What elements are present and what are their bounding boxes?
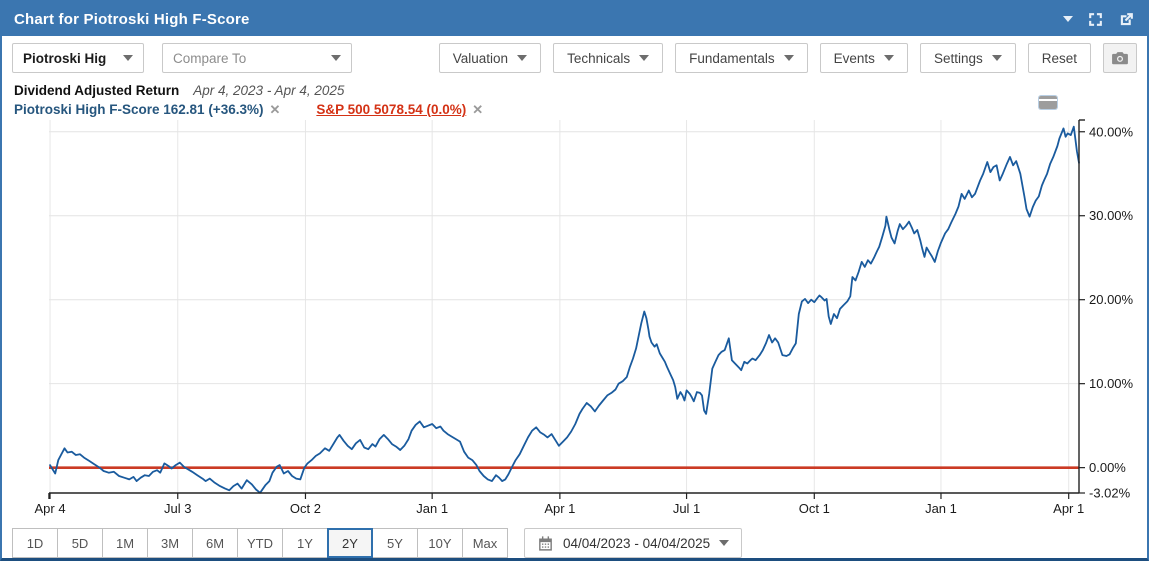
x-tick-label: Apr 4 <box>34 501 65 516</box>
date-range-picker[interactable]: 04/04/2023 - 04/04/2025 <box>524 528 743 558</box>
chevron-down-icon <box>331 55 341 61</box>
series-select[interactable]: Piotroski Hig <box>12 43 144 73</box>
chevron-down-icon <box>639 55 650 61</box>
range-button-5y[interactable]: 5Y <box>372 528 418 558</box>
open-external-icon[interactable] <box>1118 11 1135 28</box>
events-menu-label: Events <box>833 50 875 66</box>
title-bar: Chart for Piotroski High F-Score <box>2 2 1147 36</box>
remove-piotroski-icon[interactable]: ✕ <box>269 101 281 117</box>
chevron-down-icon <box>783 55 794 61</box>
y-tick-label: 30.00% <box>1089 208 1134 223</box>
reset-button[interactable]: Reset <box>1027 43 1091 73</box>
x-tick-label: Jul 3 <box>164 501 191 516</box>
technicals-menu-button[interactable]: Technicals <box>553 43 664 73</box>
x-tick-label: Apr 1 <box>1053 501 1084 516</box>
series-select-value: Piotroski Hig <box>23 50 107 66</box>
x-tick-label: Oct 1 <box>799 501 830 516</box>
return-mode-label: Dividend Adjusted Return <box>14 83 180 98</box>
chevron-down-icon <box>883 55 894 61</box>
x-tick-label: Jan 1 <box>925 501 957 516</box>
camera-icon <box>1112 52 1128 65</box>
fullscreen-icon[interactable] <box>1087 11 1104 28</box>
window-title: Chart for Piotroski High F-Score <box>14 10 250 28</box>
range-button-2y[interactable]: 2Y <box>327 528 373 558</box>
range-button-6m[interactable]: 6M <box>192 528 238 558</box>
piotroski-line[interactable] <box>49 125 1080 494</box>
x-tick-label: Oct 2 <box>290 501 321 516</box>
range-button-3m[interactable]: 3M <box>147 528 193 558</box>
save-chart-icon[interactable] <box>1039 96 1057 109</box>
y-tick-label: 20.00% <box>1089 292 1134 307</box>
date-range-value: 04/04/2023 - 04/04/2025 <box>563 535 711 551</box>
chevron-down-icon <box>517 55 528 61</box>
fundamentals-menu-label: Fundamentals <box>689 50 775 66</box>
events-menu-button[interactable]: Events <box>819 43 908 73</box>
range-button-group: 1D 5D 1M 3M 6M YTD 1Y 2Y 5Y 10Y Max <box>12 528 508 558</box>
toolbar: Piotroski Hig Compare To Valuation Techn… <box>2 36 1147 80</box>
range-button-1m[interactable]: 1M <box>102 528 148 558</box>
compare-to-select[interactable]: Compare To <box>162 43 352 73</box>
compare-to-placeholder: Compare To <box>173 50 247 66</box>
collapse-caret-icon[interactable] <box>1063 16 1073 22</box>
technicals-menu-label: Technicals <box>567 50 631 66</box>
settings-menu-button[interactable]: Settings <box>919 43 1016 73</box>
y-tick-label: -3.02% <box>1089 486 1131 501</box>
legend-series-piotroski: Piotroski High F-Score 162.81 (+36.3%) <box>14 102 264 117</box>
range-button-max[interactable]: Max <box>462 528 508 558</box>
x-tick-label: Apr 1 <box>544 501 575 516</box>
settings-menu-label: Settings <box>933 50 983 66</box>
valuation-menu-label: Valuation <box>452 50 509 66</box>
valuation-menu-button[interactable]: Valuation <box>438 43 542 73</box>
date-range-label: Apr 4, 2023 - Apr 4, 2025 <box>193 83 345 98</box>
range-button-5d[interactable]: 5D <box>57 528 103 558</box>
legend: Dividend Adjusted Return Apr 4, 2023 - A… <box>2 80 1147 117</box>
legend-series-sp500[interactable]: S&P 500 5078.54 (0.0%) <box>316 102 467 117</box>
x-tick-label: Jan 1 <box>416 501 448 516</box>
y-tick-label: 0.00% <box>1089 460 1126 475</box>
y-tick-label: 40.00% <box>1089 124 1134 139</box>
x-tick-label: Jul 1 <box>673 501 700 516</box>
snapshot-button[interactable] <box>1103 43 1137 73</box>
range-button-10y[interactable]: 10Y <box>417 528 463 558</box>
range-button-1d[interactable]: 1D <box>12 528 58 558</box>
bottom-bar: 1D 5D 1M 3M 6M YTD 1Y 2Y 5Y 10Y Max 04/0… <box>2 527 1147 558</box>
reset-button-label: Reset <box>1041 50 1077 66</box>
chevron-down-icon <box>123 55 133 61</box>
chevron-down-icon <box>719 540 730 546</box>
calendar-icon <box>539 535 552 551</box>
fundamentals-menu-button[interactable]: Fundamentals <box>675 43 808 73</box>
chevron-down-icon <box>991 55 1002 61</box>
range-button-1y[interactable]: 1Y <box>282 528 328 558</box>
range-button-ytd[interactable]: YTD <box>237 528 283 558</box>
y-tick-label: 10.00% <box>1089 376 1134 391</box>
remove-sp500-icon[interactable]: ✕ <box>472 101 484 117</box>
chart-area: Apr 4 Jul 3 Oct 2 Jan 1 Apr 1 Jul 1 Oct 1 Jan 1… <box>2 96 1147 525</box>
price-chart[interactable]: Apr 4 Jul 3 Oct 2 Jan 1 Apr 1 Jul 1 Oct 1 Jan 1… <box>2 116 1147 520</box>
